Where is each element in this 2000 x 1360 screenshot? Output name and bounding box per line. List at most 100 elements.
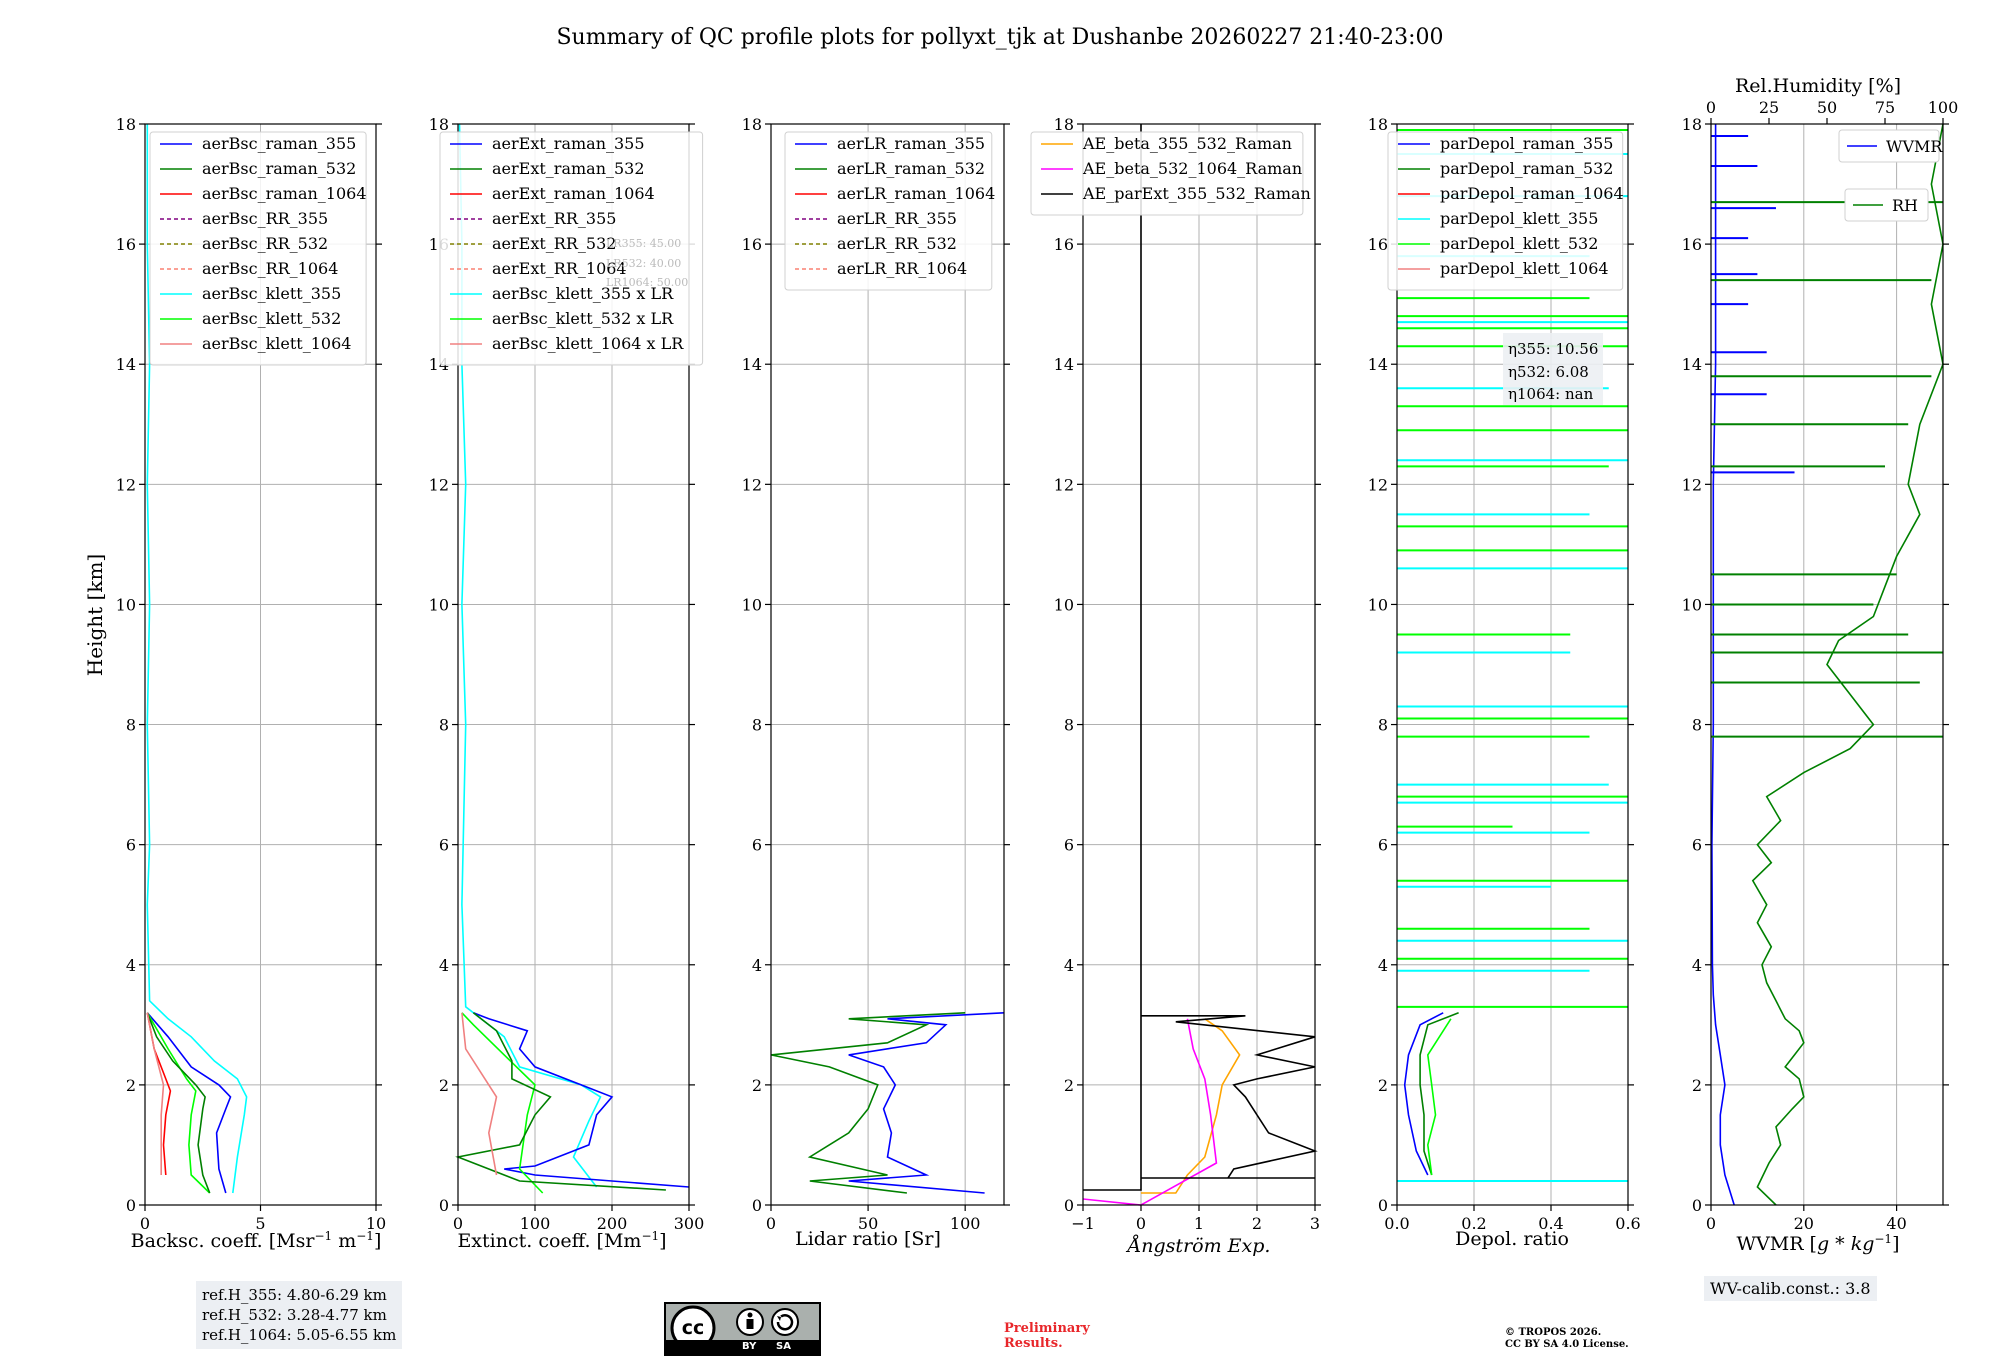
lr-y-tick-label: 10 — [742, 595, 762, 614]
wv-x-tick-label: 40 — [1886, 1214, 1906, 1233]
bsc-y-tick-label: 18 — [116, 115, 136, 134]
bsc-y-tick-label: 14 — [116, 355, 136, 374]
copyright-line-1: © TROPOS 2026. — [1505, 1327, 1602, 1338]
ext-y-tick-label: 0 — [439, 1196, 449, 1215]
ae-x-tick-label: 2 — [1252, 1214, 1262, 1233]
figure-title: Summary of QC profile plots for pollyxt_… — [556, 25, 1443, 50]
svg-text:LR532: 40.00: LR532: 40.00 — [606, 257, 681, 270]
lr-y-tick-label: 6 — [752, 836, 762, 855]
wv-x-tick-label: 20 — [1794, 1214, 1814, 1233]
depol-legend-label: parDepol_klett_1064 — [1440, 259, 1609, 278]
wv-x-label: WVMR [g * kg−1] — [1736, 1232, 1899, 1255]
depol-series-parDepol_raman_355 — [1403, 1012, 1444, 1176]
depol-y-tick-label: 10 — [1368, 595, 1388, 614]
lr-series-aerLR_raman_532 — [770, 1012, 966, 1194]
wv-calib-box: WV-calib.const.: 3.8 — [1704, 1276, 1877, 1301]
rh-top-tick-label: 50 — [1817, 98, 1837, 117]
ext-legend-label: aerExt_raman_1064 — [492, 184, 655, 203]
lr-legend-label: aerLR_raman_1064 — [837, 184, 995, 203]
ae-legend-label: AE_parExt_355_532_Raman — [1082, 184, 1311, 203]
rh-top-axis-label: Rel.Humidity [%] — [1735, 75, 1901, 97]
cc-text: cc — [682, 1317, 705, 1339]
depol-y-tick-label: 12 — [1368, 475, 1388, 494]
bsc-legend-label: aerBsc_raman_532 — [202, 159, 356, 178]
ae-x-tick-label: −1 — [1071, 1214, 1095, 1233]
bsc-y-tick-label: 10 — [116, 595, 136, 614]
lr-x-label: Lidar ratio [Sr] — [795, 1228, 941, 1250]
ae-y-tick-label: 6 — [1064, 836, 1074, 855]
ext-y-tick-label: 18 — [429, 115, 449, 134]
lr-x-tick-label: 50 — [858, 1214, 878, 1233]
ref-height-1064: ref.H_1064: 5.05-6.55 km — [202, 1326, 397, 1344]
ae-x-tick-label: 3 — [1310, 1214, 1320, 1233]
wv-x-tick-label: 0 — [1706, 1214, 1716, 1233]
svg-text:η355: 10.56: η355: 10.56 — [1508, 340, 1598, 358]
cc-by-text: BY — [742, 1341, 757, 1352]
bsc-y-tick-label: 8 — [126, 716, 136, 735]
extinction-panel: 0 100 200 300024681012141618aerExt_raman_35… — [429, 115, 705, 1233]
bsc-series-aerBsc_raman_532 — [146, 1012, 211, 1194]
lr-y-tick-label: 2 — [752, 1076, 762, 1095]
bsc-x-tick-label: 0 — [140, 1214, 150, 1233]
ae-x-tick-label: 0 — [1136, 1214, 1146, 1233]
ext-y-tick-label: 4 — [439, 956, 449, 975]
rh-top-tick-label: 0 — [1706, 98, 1716, 117]
bsc-x-tick-label: 10 — [366, 1214, 386, 1233]
copyright-line-2: CC BY SA 4.0 License. — [1505, 1339, 1629, 1350]
ext-legend-label: aerExt_RR_532 — [492, 234, 616, 253]
ext-legend-label: aerExt_RR_355 — [492, 209, 616, 228]
lr-y-tick-label: 0 — [752, 1196, 762, 1215]
depol-panel: 0.0 0.2 0.4 0.6 0 2 4 6 8 10 12 14 16 18 parDepol_rama… — [1368, 115, 1641, 1233]
ext-x-label: Extinct. coeff. [Mm−1] — [457, 1229, 666, 1252]
copyright-note: © TROPOS 2026. CC BY SA 4.0 License. — [1505, 1327, 1629, 1351]
ae-legend — [1030, 131, 1304, 216]
wv-y-tick-label: 10 — [1682, 595, 1702, 614]
wv-y-tick-label: 14 — [1682, 355, 1702, 374]
ext-x-tick-label: 0 — [453, 1214, 463, 1233]
bsc-x-tick-label: 5 — [255, 1214, 265, 1233]
angstrom-panel: −1 0 1 2 3024681012141618AE_beta_355_532_Ram… — [1030, 115, 1321, 1233]
svg-text:η1064: nan: η1064: nan — [1508, 385, 1594, 403]
depol-axes-frame — [1396, 123, 1629, 1206]
wv-y-tick-label: 6 — [1692, 836, 1702, 855]
wv-legend — [1844, 188, 1929, 222]
preliminary-line-1: Preliminary — [1004, 1321, 1090, 1336]
wv-y-tick-label: 0 — [1692, 1196, 1702, 1215]
ext-series-aerExt_raman_355 — [473, 1012, 690, 1188]
depol-legend-label: parDepol_raman_1064 — [1440, 184, 1624, 203]
lr-y-tick-label: 12 — [742, 475, 762, 494]
depol-y-tick-label: 18 — [1368, 115, 1388, 134]
ae-y-tick-label: 4 — [1064, 956, 1074, 975]
depol-y-tick-label: 8 — [1378, 716, 1388, 735]
ref-height-355: ref.H_355: 4.80-6.29 km — [202, 1286, 387, 1304]
lr-y-tick-label: 8 — [752, 716, 762, 735]
depol-legend-label: parDepol_raman_532 — [1440, 159, 1613, 178]
eta-annotation: η355: 10.56 η532: 6.08 η1064: nan — [1503, 333, 1603, 405]
depol-legend — [1387, 131, 1624, 291]
ae-series-AE_beta_355_532_Raman — [1141, 1018, 1241, 1194]
ext-series-aerBsc_klett_532 x LR — [461, 1012, 544, 1194]
lr-legend-label: aerLR_raman_355 — [837, 134, 985, 153]
lr-legend-label: aerLR_RR_532 — [837, 234, 957, 253]
depol-legend-label: parDepol_klett_355 — [1440, 209, 1598, 228]
depol-x-label: Depol. ratio — [1455, 1228, 1569, 1250]
ae-x-tick-label: 1 — [1194, 1214, 1204, 1233]
bsc-legend-label: aerBsc_RR_532 — [202, 234, 328, 253]
ext-legend-label: aerExt_raman_532 — [492, 159, 645, 178]
cc-logo-icon: cc — [670, 1305, 799, 1351]
wv-y-tick-label: 16 — [1682, 235, 1702, 254]
ae-legend-label: AE_beta_532_1064_Raman — [1082, 159, 1302, 178]
svg-text:LR1064: 50.00: LR1064: 50.00 — [606, 276, 688, 289]
lr-y-tick-label: 18 — [742, 115, 762, 134]
ext-y-tick-label: 6 — [439, 836, 449, 855]
lr-annotation: LR355: 45.00 LR532: 40.00 LR1064: 50.00 — [606, 237, 688, 289]
wv-y-tick-label: 2 — [1692, 1076, 1702, 1095]
wv-legend — [1838, 129, 1940, 163]
wv-legend-label: WVMR — [1886, 137, 1943, 156]
ae-y-tick-label: 8 — [1064, 716, 1074, 735]
ext-legend-label: aerBsc_klett_355 x LR — [492, 284, 674, 303]
bsc-x-label: Backsc. coeff. [Msr−1 m−1] — [131, 1229, 382, 1252]
depol-series-parDepol_raman_532 — [1419, 1012, 1459, 1176]
cc-bar: BY SA — [666, 1340, 819, 1354]
wv-y-tick-label: 4 — [1692, 956, 1702, 975]
